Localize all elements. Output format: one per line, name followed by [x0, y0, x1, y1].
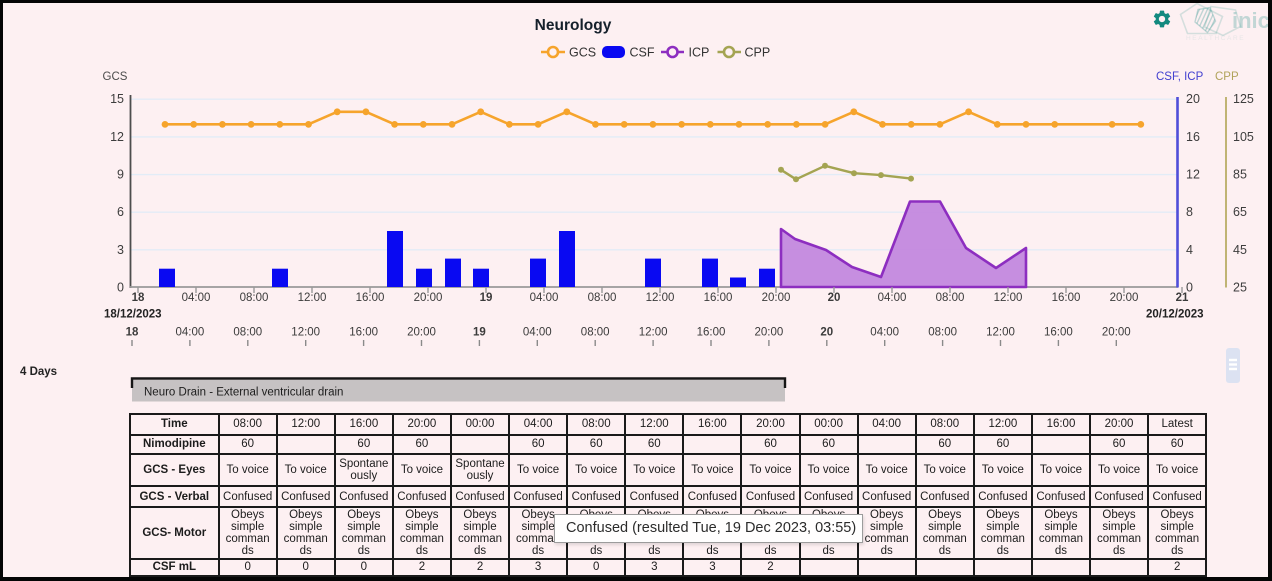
svg-text:20: 20 — [1186, 92, 1200, 106]
svg-text:12:00: 12:00 — [646, 292, 675, 304]
svg-text:inic: inic — [1232, 8, 1270, 33]
svg-text:20:00: 20:00 — [1102, 327, 1131, 339]
svg-text:Neurology: Neurology — [535, 17, 612, 34]
svg-text:16:00: 16:00 — [1052, 292, 1081, 304]
svg-text:04:00: 04:00 — [530, 292, 559, 304]
svg-text:0: 0 — [1186, 281, 1193, 295]
svg-text:08:00: 08:00 — [928, 327, 957, 339]
svg-text:20/12/2023: 20/12/2023 — [1146, 309, 1204, 321]
svg-text:20: 20 — [820, 327, 833, 339]
svg-text:6: 6 — [117, 205, 124, 219]
svg-text:20:00: 20:00 — [414, 292, 443, 304]
svg-text:45: 45 — [1233, 243, 1247, 257]
svg-text:19: 19 — [473, 327, 486, 339]
svg-text:04:00: 04:00 — [870, 327, 899, 339]
svg-text:08:00: 08:00 — [588, 292, 617, 304]
svg-text:25: 25 — [1233, 281, 1247, 295]
svg-text:85: 85 — [1233, 168, 1247, 182]
svg-text:12:00: 12:00 — [291, 327, 320, 339]
svg-text:GCS: GCS — [103, 71, 128, 83]
svg-text:20:00: 20:00 — [407, 327, 436, 339]
svg-text:65: 65 — [1233, 205, 1247, 219]
svg-text:20: 20 — [828, 292, 841, 304]
svg-text:3: 3 — [117, 243, 124, 257]
svg-text:04:00: 04:00 — [176, 327, 205, 339]
svg-text:12: 12 — [1186, 168, 1200, 182]
svg-text:04:00: 04:00 — [523, 327, 552, 339]
svg-text:08:00: 08:00 — [581, 327, 610, 339]
svg-text:CSF: CSF — [630, 46, 655, 60]
svg-text:16:00: 16:00 — [1044, 327, 1073, 339]
svg-text:GCS: GCS — [569, 46, 596, 60]
svg-text:125: 125 — [1233, 92, 1254, 106]
svg-text:08:00: 08:00 — [233, 327, 262, 339]
svg-text:12:00: 12:00 — [639, 327, 668, 339]
svg-text:CPP: CPP — [745, 46, 771, 60]
svg-text:16:00: 16:00 — [697, 327, 726, 339]
svg-text:04:00: 04:00 — [182, 292, 211, 304]
svg-text:0: 0 — [117, 281, 124, 295]
svg-text:20:00: 20:00 — [1110, 292, 1139, 304]
svg-text:20:00: 20:00 — [762, 292, 791, 304]
svg-text:8: 8 — [1186, 205, 1193, 219]
svg-text:16:00: 16:00 — [704, 292, 733, 304]
svg-text:21: 21 — [1176, 292, 1189, 304]
svg-text:12:00: 12:00 — [298, 292, 327, 304]
svg-text:12:00: 12:00 — [994, 292, 1023, 304]
svg-text:20:00: 20:00 — [755, 327, 784, 339]
svg-text:18/12/2023: 18/12/2023 — [104, 309, 162, 321]
svg-text:HEALTHCARE: HEALTHCARE — [1186, 35, 1245, 42]
svg-text:15: 15 — [110, 92, 124, 106]
svg-text:18: 18 — [126, 327, 139, 339]
svg-text:12: 12 — [110, 130, 124, 144]
svg-text:16:00: 16:00 — [349, 327, 378, 339]
svg-text:105: 105 — [1233, 130, 1254, 144]
svg-text:Neuro Drain - External ventric: Neuro Drain - External ventricular drain — [144, 387, 343, 399]
svg-text:CSF, ICP: CSF, ICP — [1156, 71, 1204, 83]
svg-text:08:00: 08:00 — [240, 292, 269, 304]
svg-text:16: 16 — [1186, 130, 1200, 144]
svg-text:12:00: 12:00 — [986, 327, 1015, 339]
svg-text:CPP: CPP — [1215, 71, 1239, 83]
svg-text:16:00: 16:00 — [356, 292, 385, 304]
svg-text:9: 9 — [117, 168, 124, 182]
svg-text:4 Days: 4 Days — [20, 366, 57, 378]
svg-text:ICP: ICP — [689, 46, 710, 60]
svg-text:4: 4 — [1186, 243, 1193, 257]
svg-text:04:00: 04:00 — [878, 292, 907, 304]
svg-text:19: 19 — [480, 292, 493, 304]
svg-text:08:00: 08:00 — [936, 292, 965, 304]
svg-text:18: 18 — [132, 292, 145, 304]
